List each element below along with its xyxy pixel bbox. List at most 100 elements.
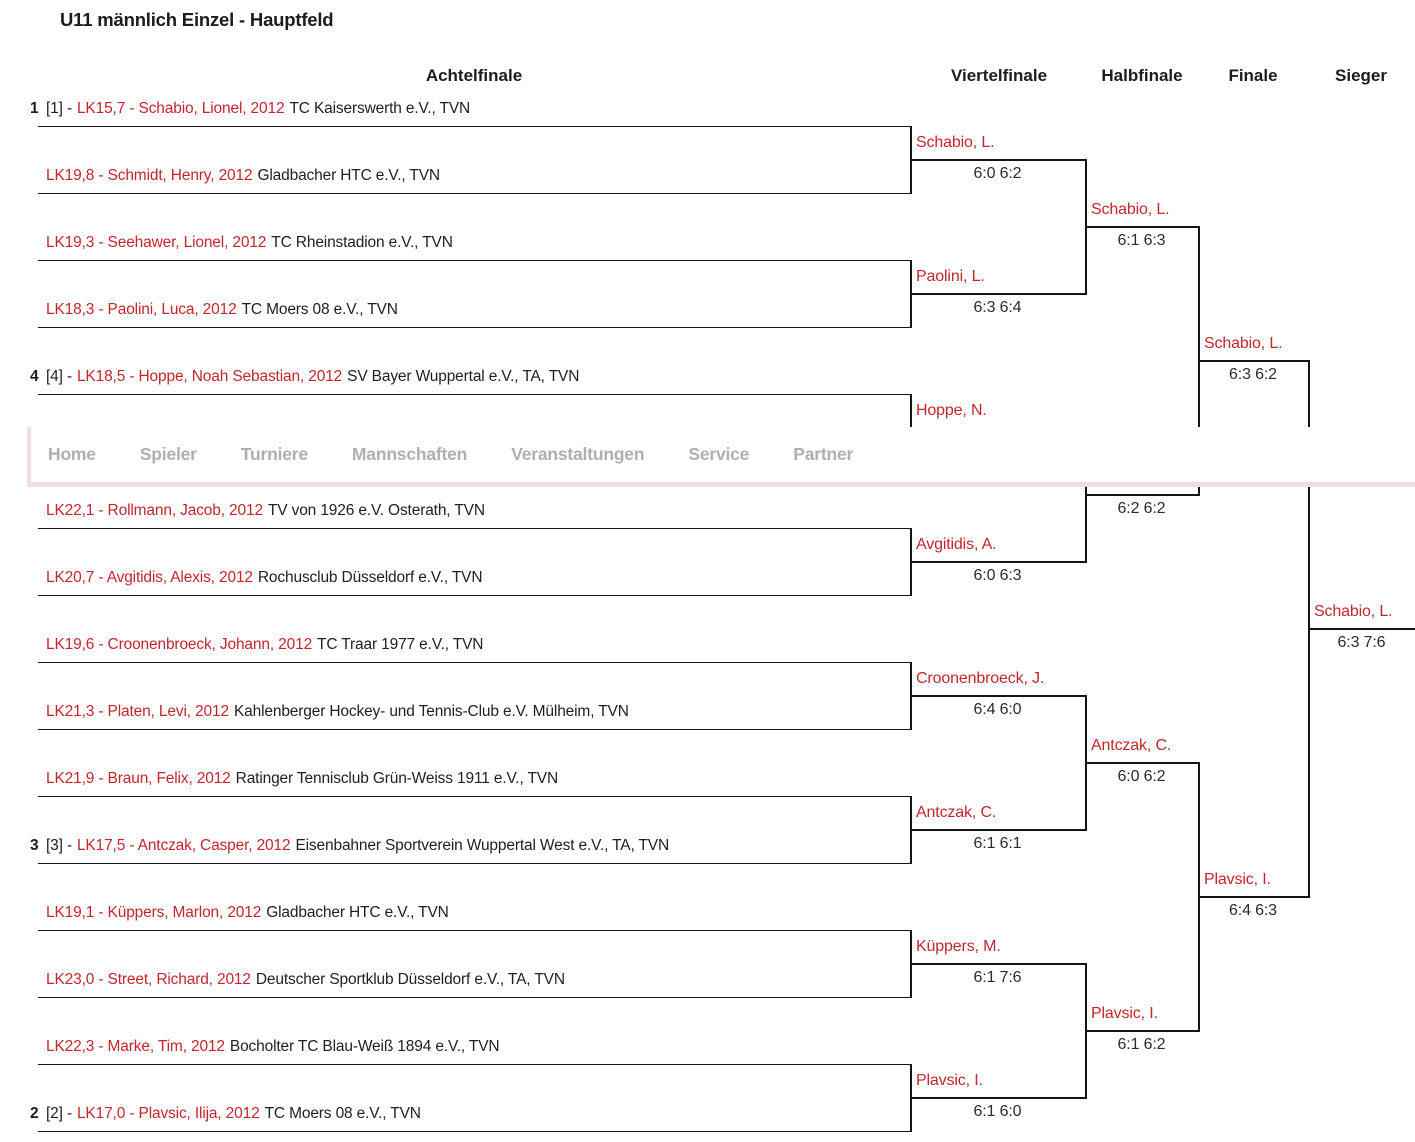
- player-club: TV von 1926 e.V. Osterath, TVN: [267, 502, 485, 519]
- connector-r16: [910, 661, 912, 731]
- viertelfinale-line: [910, 159, 1085, 161]
- match-winner-link[interactable]: Avgitidis, A.: [916, 536, 997, 553]
- nav-item-mannschaften[interactable]: Mannschaften: [351, 444, 468, 464]
- match-score: 6:1 7:6: [973, 969, 1022, 986]
- finale-line: [1198, 360, 1308, 362]
- nav-item-partner[interactable]: Partner: [793, 444, 854, 464]
- match-score: 6:3 6:4: [973, 299, 1022, 316]
- match-score: 6:3 6:2: [1229, 366, 1277, 383]
- player-row: LK18,3 - Paolini, Luca, 2012 TC Moers 08 …: [30, 301, 398, 319]
- player-club: Ratinger Tennisclub Grün-Weiss 1911 e.V.…: [235, 770, 559, 787]
- player-entry-link[interactable]: LK19,3 - Seehawer, Lionel, 2012: [46, 234, 267, 251]
- connector-r16: [910, 125, 912, 195]
- halbfinale-line: [1085, 494, 1198, 496]
- nav-item-spieler[interactable]: Spieler: [139, 444, 197, 464]
- player-club: Rochusclub Düsseldorf e.V., TVN: [257, 569, 483, 586]
- match-score: 6:1 6:0: [973, 1103, 1022, 1120]
- player-club: TC Kaiserswerth e.V., TVN: [289, 100, 471, 117]
- connector-r16: [910, 795, 912, 865]
- match-winner-link[interactable]: Plavsic, I.: [916, 1072, 983, 1089]
- match-winner-link[interactable]: Antczak, C.: [1091, 737, 1172, 754]
- seed-rank: 4: [30, 368, 39, 385]
- player-entry-link[interactable]: LK15,7 - Schabio, Lionel, 2012: [76, 100, 285, 117]
- player-entry-link[interactable]: LK17,0 - Plavsic, Ilija, 2012: [76, 1105, 260, 1122]
- player-row: 1 [1] - LK15,7 - Schabio, Lionel, 2012 TC K…: [30, 100, 470, 118]
- player-entry-link[interactable]: LK18,5 - Hoppe, Noah Sebastian, 2012: [76, 368, 343, 385]
- player-row: LK19,3 - Seehawer, Lionel, 2012 TC Rheins…: [30, 234, 453, 252]
- seed-rank: 3: [30, 837, 39, 854]
- player-row: LK19,6 - Croonenbroeck, Johann, 2012 TC T…: [30, 636, 483, 654]
- player-club: Deutscher Sportklub Düsseldorf e.V., TA,…: [255, 971, 565, 988]
- player-underline: [38, 728, 911, 731]
- nav-item-veranstaltungen[interactable]: Veranstaltungen: [511, 444, 645, 464]
- player-underline: [38, 125, 911, 128]
- halbfinale-line: [1085, 1030, 1198, 1032]
- player-club: TC Moers 08 e.V., TVN: [264, 1105, 421, 1122]
- match-winner-link[interactable]: Hoppe, N.: [916, 402, 987, 419]
- player-entry-link[interactable]: LK21,3 - Platen, Levi, 2012: [46, 703, 229, 720]
- connector-qf: [1085, 963, 1087, 1099]
- player-club: Gladbacher HTC e.V., TVN: [257, 167, 440, 184]
- player-club: Kahlenberger Hockey- und Tennis-Club e.V…: [233, 703, 629, 720]
- match-score: 6:4 6:0: [973, 701, 1022, 718]
- viertelfinale-line: [910, 561, 1085, 563]
- match-winner-link[interactable]: Schabio, L.: [1204, 335, 1283, 352]
- player-entry-link[interactable]: LK22,3 - Marke, Tim, 2012: [46, 1038, 225, 1055]
- player-underline: [38, 326, 911, 329]
- player-row: 2 [2] - LK17,0 - Plavsic, Ilija, 2012 TC Mo…: [30, 1105, 421, 1123]
- connector-sf: [1198, 226, 1200, 496]
- site-navbar: Home Spieler Turniere Mannschaften Veran…: [27, 427, 1415, 487]
- sieger-line: [1308, 628, 1415, 630]
- player-underline: [38, 795, 911, 798]
- match-score: 6:2 6:2: [1117, 500, 1166, 517]
- player-entry-link[interactable]: LK19,6 - Croonenbroeck, Johann, 2012: [46, 636, 313, 653]
- match-winner-link[interactable]: Schabio, L.: [1091, 201, 1170, 218]
- match-winner-link[interactable]: Schabio, L.: [1314, 603, 1393, 620]
- nav-item-home[interactable]: Home: [48, 444, 96, 464]
- player-entry-link[interactable]: LK18,3 - Paolini, Luca, 2012: [46, 301, 237, 318]
- player-entry-link[interactable]: LK23,0 - Street, Richard, 2012: [46, 971, 251, 988]
- player-entry-link[interactable]: LK19,8 - Schmidt, Henry, 2012: [46, 167, 253, 184]
- connector-qf: [1085, 159, 1087, 295]
- player-club: Eisenbahner Sportverein Wuppertal West e…: [295, 837, 670, 854]
- match-winner-link[interactable]: Plavsic, I.: [1204, 871, 1271, 888]
- match-winner-link[interactable]: Croonenbroeck, J.: [916, 670, 1045, 687]
- player-club: TC Traar 1977 e.V., TVN: [317, 636, 484, 653]
- connector-r16: [910, 1063, 912, 1133]
- player-row: LK21,9 - Braun, Felix, 2012 Ratinger Tenn…: [30, 770, 558, 788]
- player-row: LK20,7 - Avgitidis, Alexis, 2012 Rochuscl…: [30, 569, 483, 587]
- player-entry-link[interactable]: LK19,1 - Küppers, Marlon, 2012: [46, 904, 262, 921]
- match-winner-link[interactable]: Paolini, L.: [916, 268, 985, 285]
- match-score: 6:1 6:1: [973, 835, 1022, 852]
- match-winner-link[interactable]: Plavsic, I.: [1091, 1005, 1158, 1022]
- match-winner-link[interactable]: Antczak, C.: [916, 804, 997, 821]
- player-entry-link[interactable]: LK20,7 - Avgitidis, Alexis, 2012: [46, 569, 253, 586]
- player-entry-link[interactable]: LK21,9 - Braun, Felix, 2012: [46, 770, 231, 787]
- viertelfinale-line: [910, 293, 1085, 295]
- halbfinale-line: [1085, 762, 1198, 764]
- seed-number: [1] -: [46, 100, 72, 117]
- round-header-achtelfinale: Achtelfinale: [425, 66, 523, 85]
- player-club: TC Moers 08 e.V., TVN: [241, 301, 398, 318]
- player-club: Gladbacher HTC e.V., TVN: [266, 904, 449, 921]
- player-underline: [38, 192, 911, 195]
- nav-item-service[interactable]: Service: [688, 444, 750, 464]
- player-underline: [38, 1063, 911, 1066]
- finale-line: [1198, 896, 1308, 898]
- match-winner-link[interactable]: Küppers, M.: [916, 938, 1001, 955]
- seed-number: [2] -: [46, 1105, 72, 1122]
- viertelfinale-line: [910, 963, 1085, 965]
- player-underline: [38, 996, 911, 999]
- player-entry-link[interactable]: LK17,5 - Antczak, Casper, 2012: [76, 837, 291, 854]
- seed-number: [4] -: [46, 368, 72, 385]
- match-winner-link[interactable]: Schabio, L.: [916, 134, 995, 151]
- match-score: 6:3 7:6: [1337, 634, 1386, 651]
- player-club: TC Rheinstadion e.V., TVN: [271, 234, 453, 251]
- nav-item-turniere[interactable]: Turniere: [240, 444, 308, 464]
- connector-qf: [1085, 695, 1087, 831]
- player-underline: [38, 862, 911, 865]
- player-underline: [38, 661, 911, 664]
- player-entry-link[interactable]: LK22,1 - Rollmann, Jacob, 2012: [46, 502, 263, 519]
- connector-final: [1308, 360, 1310, 898]
